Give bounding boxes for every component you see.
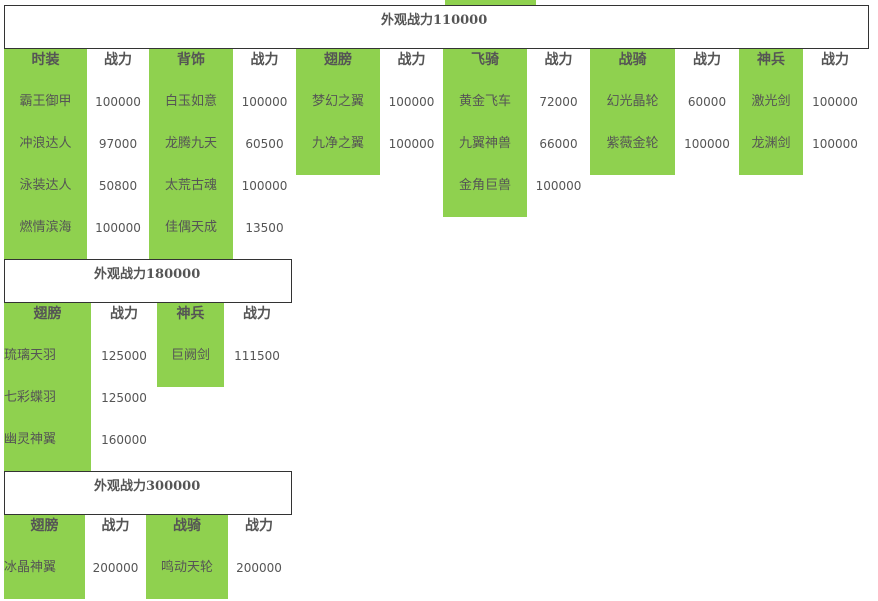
item-power: 100000 <box>535 179 582 193</box>
s1-col1-bg <box>4 48 87 259</box>
s2-col1-bg <box>4 302 91 471</box>
col-header: 背饰 <box>177 52 205 68</box>
item-name: 太荒古魂 <box>164 178 217 193</box>
item-name: 鸣动天轮 <box>160 560 213 575</box>
item-power: 50800 <box>98 179 138 193</box>
item-power: 125000 <box>101 349 147 363</box>
col-header: 战骑 <box>618 52 647 68</box>
col-header: 战力 <box>110 306 138 322</box>
col-header: 战力 <box>101 518 130 534</box>
col-header: 战力 <box>693 52 721 68</box>
section2-header: 外观战力180000 <box>4 259 292 303</box>
item-power: 200000 <box>236 561 282 575</box>
s3-col1-bg <box>4 514 85 599</box>
item-power: 100000 <box>241 95 288 109</box>
item-name: 黄金飞车 <box>458 94 511 109</box>
col-header: 翅膀 <box>30 518 59 534</box>
item-power: 66000 <box>539 137 578 151</box>
item-name: 冰晶神翼 <box>4 560 57 575</box>
item-power: 60500 <box>245 137 284 151</box>
item-power: 100000 <box>684 137 730 151</box>
col-header: 战力 <box>245 518 273 534</box>
col-header: 神兵 <box>176 306 205 322</box>
col-header: 翅膀 <box>33 306 62 322</box>
item-power: 111500 <box>234 349 280 363</box>
s1-col2-bg <box>149 48 233 259</box>
col-header: 时装 <box>31 52 60 68</box>
item-name: 龙渊剑 <box>751 136 791 151</box>
item-power: 125000 <box>101 391 147 405</box>
section1-title: 外观战力110000 <box>381 13 488 28</box>
section2-title: 外观战力180000 <box>94 267 201 282</box>
item-name: 冲浪达人 <box>19 136 72 151</box>
s1-col5-bg <box>590 48 675 175</box>
s1-col3-bg <box>296 48 380 175</box>
section3-header: 外观战力300000 <box>4 471 292 515</box>
item-name: 佳偶天成 <box>164 220 217 235</box>
item-power: 100000 <box>95 221 141 235</box>
item-power: 72000 <box>539 95 578 109</box>
section1-header: 外观战力110000 <box>4 5 869 49</box>
item-name: 激光剑 <box>751 94 791 109</box>
item-name: 龙腾九天 <box>164 136 217 151</box>
item-name: 霸王御甲 <box>19 94 72 109</box>
top-green-tab <box>445 0 536 6</box>
item-power: 60000 <box>687 95 727 109</box>
col-header: 战力 <box>821 52 849 68</box>
item-power: 13500 <box>245 221 284 235</box>
col-header: 战力 <box>243 306 271 322</box>
item-power: 160000 <box>101 433 147 447</box>
item-name: 幻光晶轮 <box>606 94 659 109</box>
item-power: 100000 <box>388 95 435 109</box>
item-name: 幽灵神翼 <box>4 432 57 447</box>
item-power: 100000 <box>812 137 858 151</box>
item-power: 100000 <box>95 95 141 109</box>
item-name: 燃情滨海 <box>19 220 72 235</box>
s3-col2-bg <box>146 514 228 599</box>
col-header: 翅膀 <box>324 52 352 68</box>
item-name: 白玉如意 <box>164 94 217 109</box>
s1-col6-bg <box>739 48 803 175</box>
item-power: 200000 <box>92 561 139 575</box>
col-header: 战力 <box>104 52 132 68</box>
item-power: 100000 <box>241 179 288 193</box>
item-name: 金角巨兽 <box>458 178 511 193</box>
item-power: 100000 <box>388 137 435 151</box>
item-name: 琉璃天羽 <box>4 348 57 363</box>
section3-title: 外观战力300000 <box>94 479 201 494</box>
item-name: 梦幻之翼 <box>311 94 364 109</box>
s2-col2-bg <box>157 302 224 387</box>
col-header: 神兵 <box>757 52 785 68</box>
col-header: 战力 <box>544 52 573 68</box>
item-name: 九净之翼 <box>311 136 364 151</box>
col-header: 战力 <box>397 52 426 68</box>
item-name: 七彩蝶羽 <box>4 390 57 405</box>
col-header: 飞骑 <box>471 52 499 68</box>
item-name: 巨阙剑 <box>170 348 210 363</box>
s1-col4-bg <box>443 48 527 217</box>
item-power: 97000 <box>98 137 138 151</box>
col-header: 战骑 <box>173 518 201 534</box>
item-power: 100000 <box>812 95 858 109</box>
item-name: 紫薇金轮 <box>606 136 659 151</box>
item-name: 九翼神兽 <box>458 136 511 151</box>
item-name: 泳装达人 <box>19 178 72 193</box>
col-header: 战力 <box>250 52 279 68</box>
